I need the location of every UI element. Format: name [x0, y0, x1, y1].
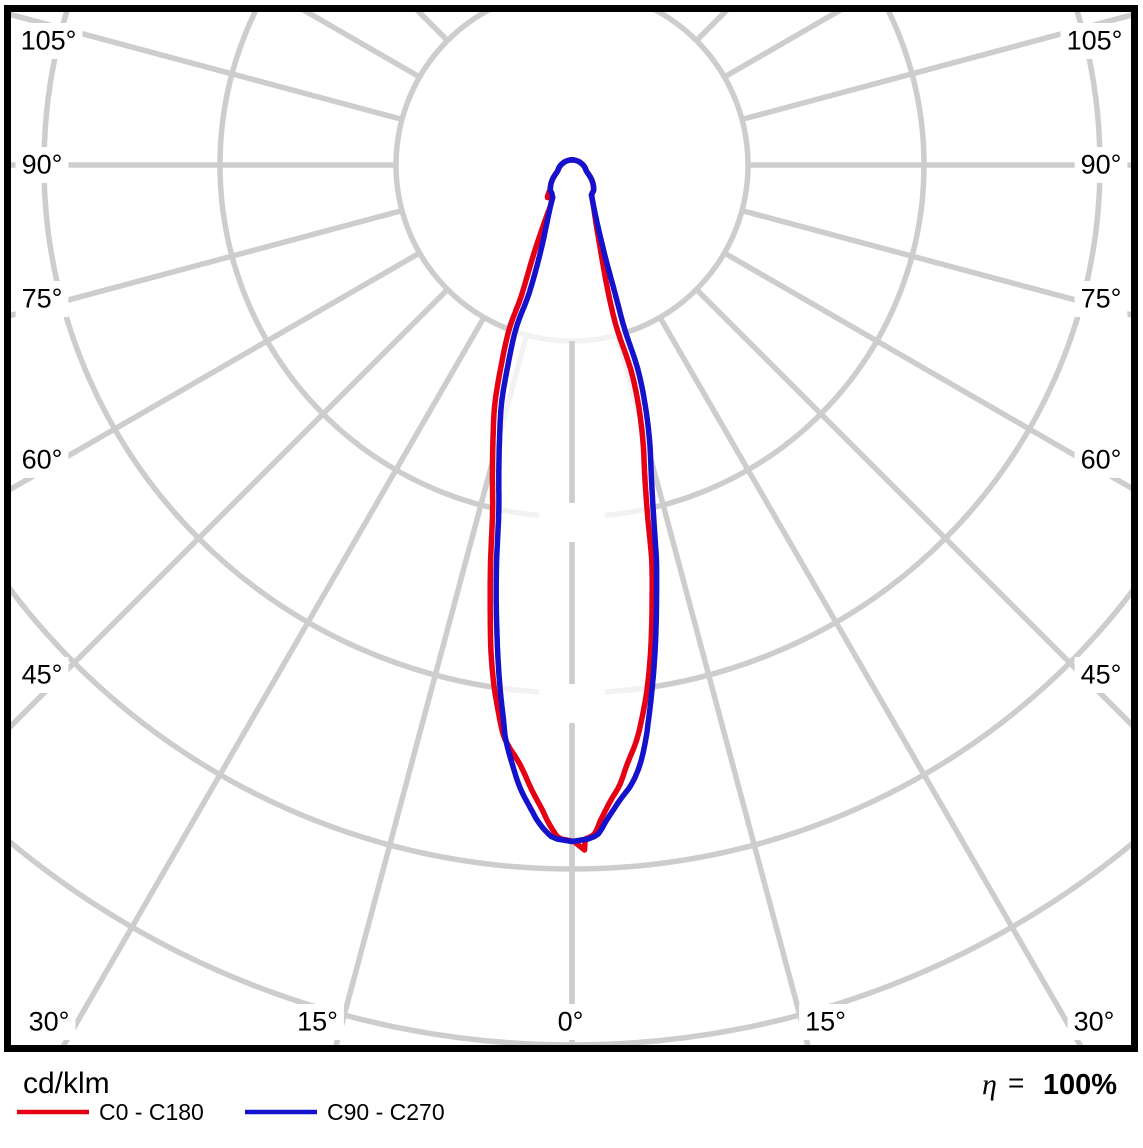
svg-text:0°: 0°: [558, 1006, 584, 1036]
svg-text:100%: 100%: [1043, 1069, 1117, 1101]
svg-text:15°: 15°: [297, 1006, 338, 1036]
svg-text:=: =: [1008, 1067, 1024, 1098]
svg-text:45°: 45°: [22, 659, 63, 689]
svg-text:105°: 105°: [1067, 25, 1123, 55]
svg-text:60°: 60°: [22, 444, 63, 474]
svg-text:η: η: [982, 1068, 997, 1101]
svg-text:75°: 75°: [1081, 283, 1122, 313]
svg-text:90°: 90°: [1081, 149, 1122, 179]
svg-text:90°: 90°: [22, 149, 63, 179]
svg-text:30°: 30°: [1074, 1006, 1115, 1036]
svg-text:C0 - C180: C0 - C180: [99, 1099, 204, 1125]
svg-text:15°: 15°: [805, 1006, 846, 1036]
svg-text:C90 - C270: C90 - C270: [327, 1099, 445, 1125]
svg-text:60°: 60°: [1081, 444, 1122, 474]
svg-text:45°: 45°: [1081, 659, 1122, 689]
svg-text:30°: 30°: [29, 1006, 70, 1036]
svg-text:105°: 105°: [21, 25, 77, 55]
svg-text:cd/klm: cd/klm: [23, 1067, 110, 1100]
svg-text:75°: 75°: [22, 283, 63, 313]
